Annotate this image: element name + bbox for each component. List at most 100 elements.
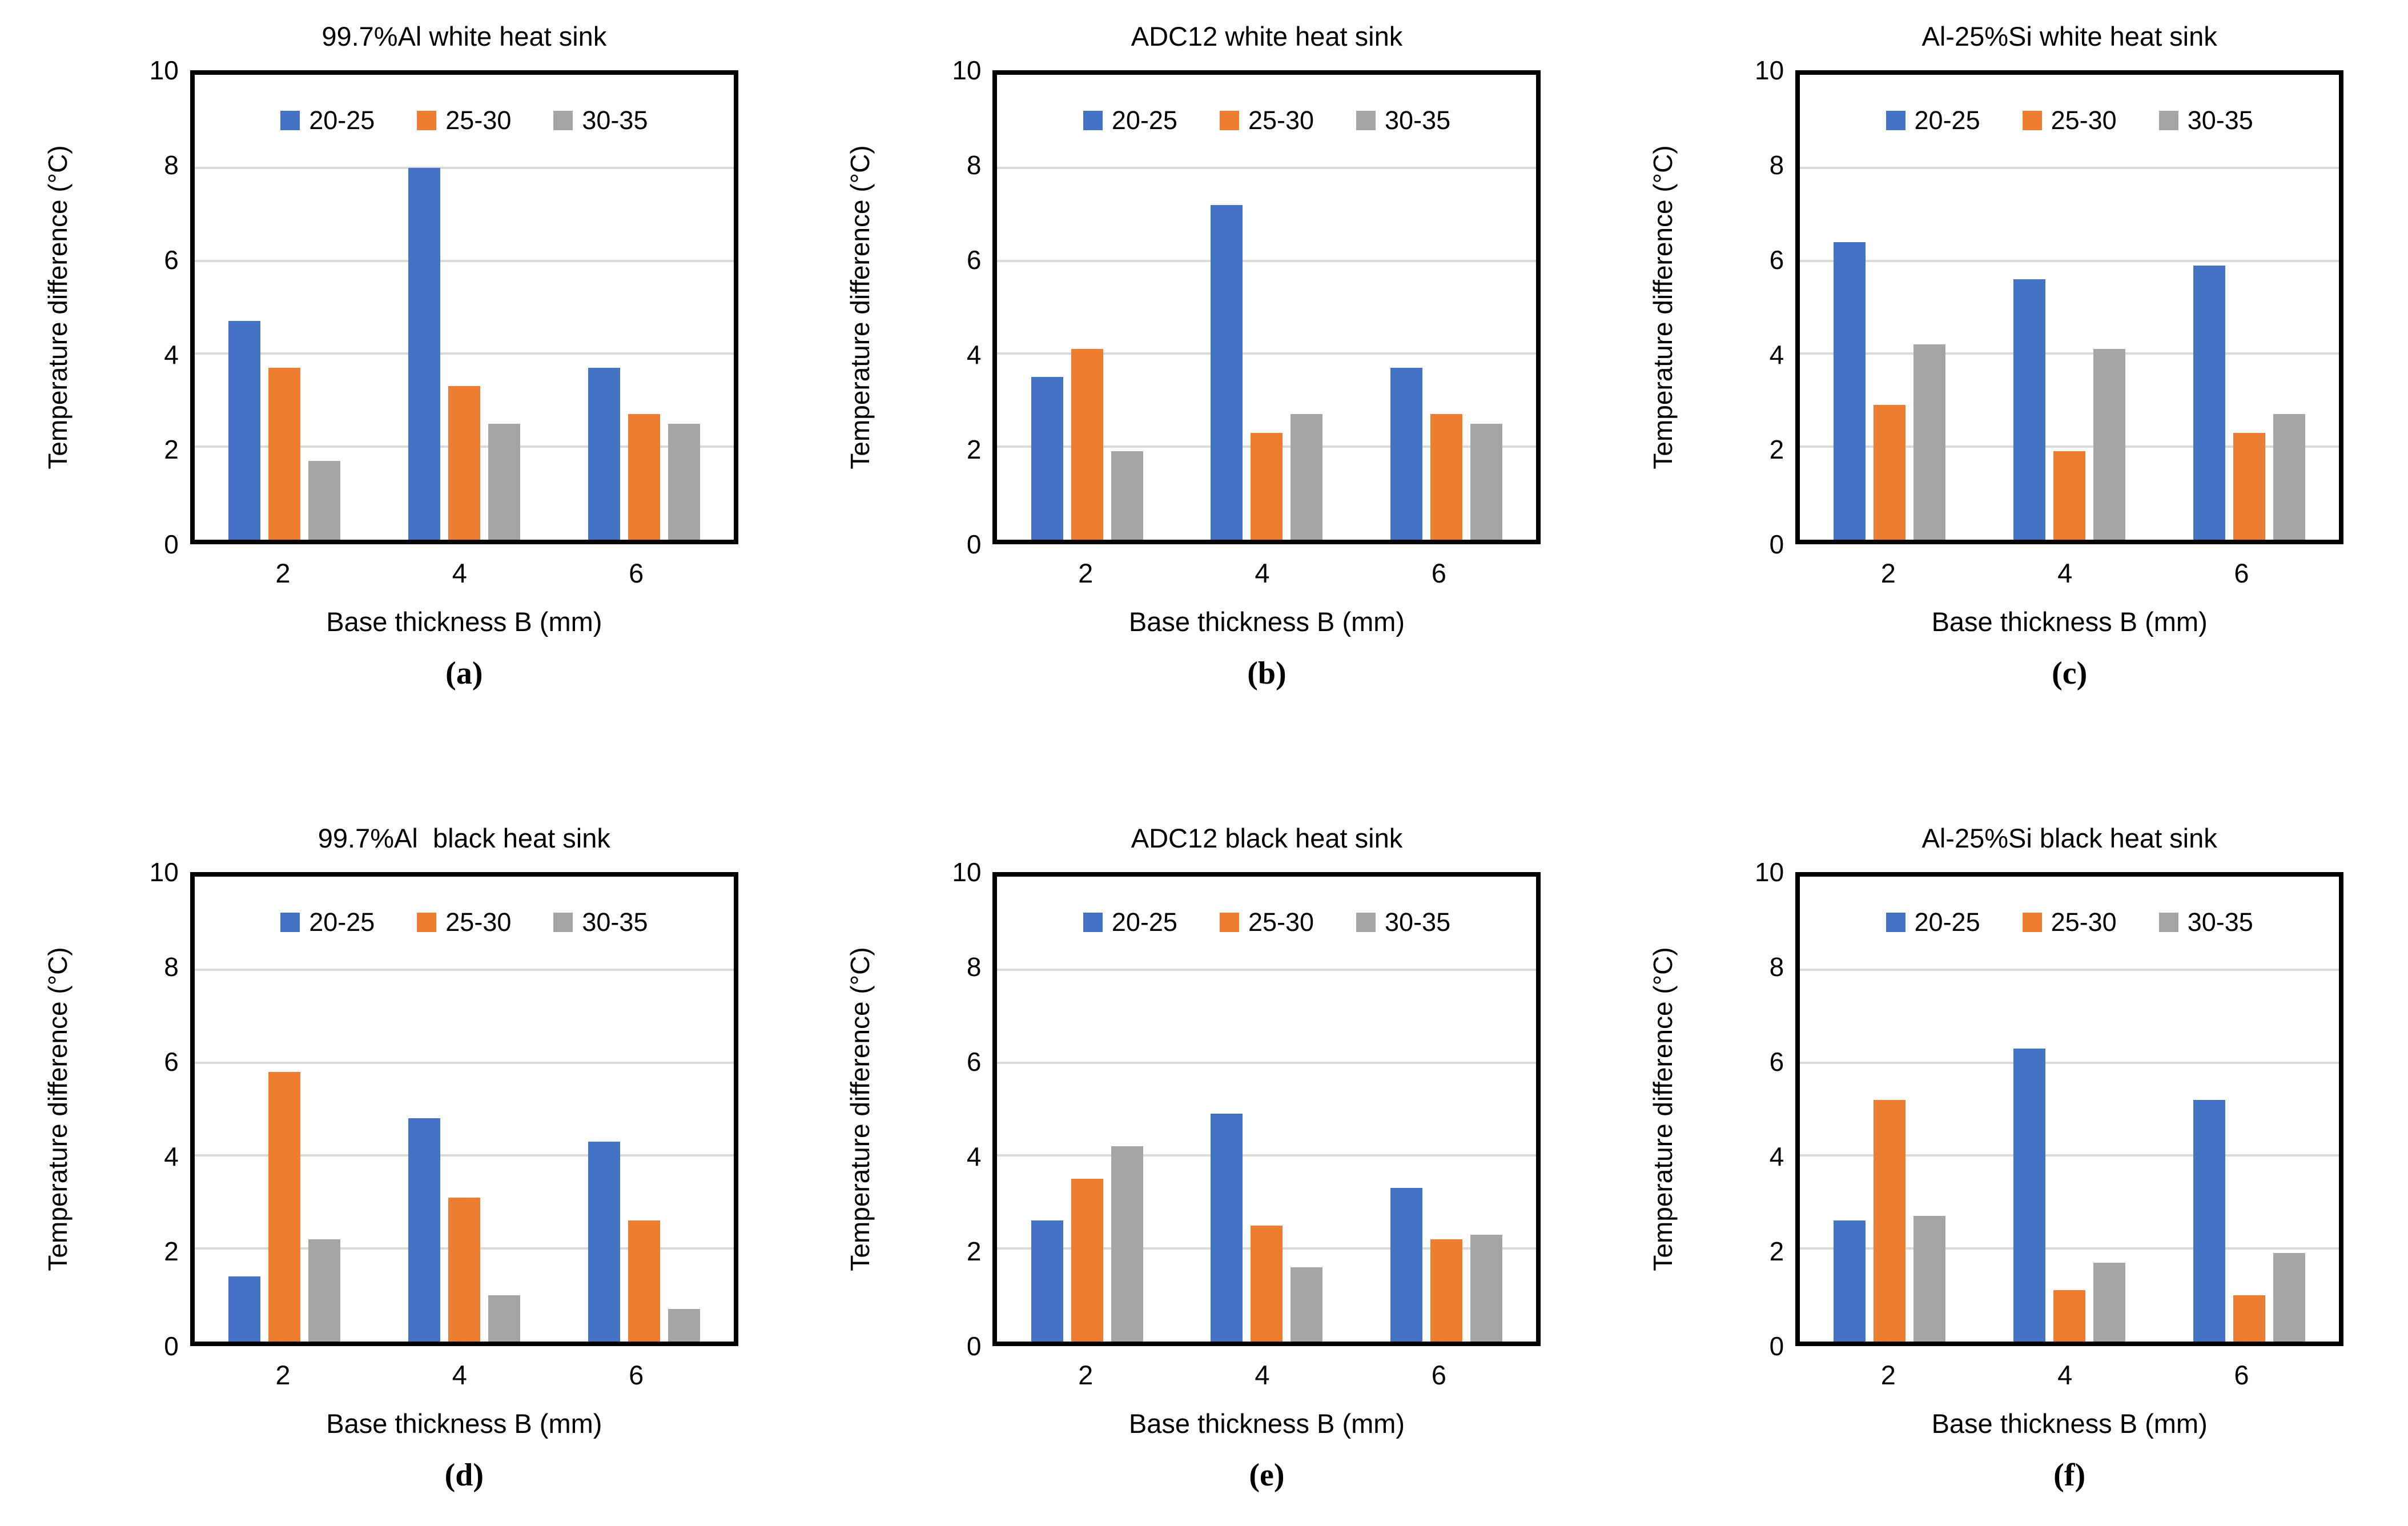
legend-item-25-30: 25-30 <box>2022 106 2117 135</box>
x-tick-label: 2 <box>1880 1360 1896 1390</box>
legend-swatch-25-30 <box>417 913 437 932</box>
gridline <box>1800 445 2339 448</box>
legend: 20-25 25-30 30-35 <box>997 908 1536 937</box>
chart-title: ADC12 white heat sink <box>1131 21 1403 51</box>
x-tick-label: 4 <box>452 558 467 588</box>
bar-30-35-B2 <box>1913 344 1946 540</box>
y-axis-ticks: 0 2 4 6 8 10 <box>895 857 982 1361</box>
gridline <box>194 259 734 262</box>
y-tick-label: 4 <box>966 340 982 370</box>
chart-panel-e: ADC12 black heat sink Temperature differ… <box>803 750 1606 1501</box>
legend-swatch-25-30 <box>2022 111 2042 130</box>
bar-25-30-B2 <box>268 1071 301 1342</box>
bar-group-B4 <box>1177 75 1357 540</box>
y-tick-label: 2 <box>1769 435 1784 464</box>
bar-20-25-B2 <box>1834 242 1866 540</box>
legend-label: 25-30 <box>2051 106 2117 135</box>
y-axis-ticks: 0 2 4 6 8 10 <box>1698 857 1784 1361</box>
y-tick-label: 6 <box>966 1047 982 1077</box>
legend: 20-25 25-30 30-35 <box>1800 908 2339 937</box>
y-tick-label: 10 <box>1754 857 1784 887</box>
gridline <box>1800 1154 2339 1157</box>
bar-20-25-B4 <box>1211 204 1243 540</box>
bar-20-25-B4 <box>1211 1114 1243 1342</box>
y-tick-label: 0 <box>1769 529 1784 559</box>
x-axis-ticks: 2 4 6 <box>997 1359 1527 1391</box>
legend-swatch-25-30 <box>1219 913 1239 932</box>
legend-swatch-20-25 <box>280 111 300 130</box>
gridline <box>997 259 1537 262</box>
y-tick-label: 10 <box>952 857 982 887</box>
y-tick-label: 8 <box>164 150 179 180</box>
x-tick-label: 2 <box>275 558 291 588</box>
y-axis-title: Temperature difference (°C) <box>42 145 73 469</box>
plot-area: 20-25 25-30 30-35 <box>1795 70 2344 544</box>
y-tick-label: 0 <box>164 1331 179 1361</box>
gridline <box>997 1154 1537 1157</box>
bar-30-35-B2 <box>308 460 341 540</box>
legend-label: 25-30 <box>2051 907 2117 937</box>
gridline <box>997 352 1537 355</box>
subfigure-caption: (a) <box>445 656 483 691</box>
y-tick-label: 6 <box>966 245 982 275</box>
bar-20-25-B4 <box>2013 279 2046 540</box>
bar-20-25-B4 <box>408 1118 440 1342</box>
legend-label: 20-25 <box>1111 106 1177 135</box>
gridline <box>194 1154 734 1157</box>
plot-area: 20-25 25-30 30-35 <box>1795 872 2344 1346</box>
legend: 20-25 25-30 30-35 <box>1800 106 2339 135</box>
bar-group-B6 <box>1357 75 1537 540</box>
bar-groups <box>997 75 1536 540</box>
chart-panel-d: 99.7%Al black heat sink Temperature diff… <box>0 750 803 1501</box>
gridline <box>1800 352 2339 355</box>
legend-swatch-25-30 <box>1219 111 1239 130</box>
bar-25-30-B4 <box>448 386 480 540</box>
y-tick-label: 6 <box>1769 1047 1784 1077</box>
gridline <box>194 166 734 169</box>
bar-20-25-B6 <box>1390 1188 1423 1342</box>
bar-group-B6 <box>1357 877 1537 1342</box>
bar-25-30-B2 <box>1874 404 1906 540</box>
chart-e: ADC12 black heat sink Temperature differ… <box>833 818 1575 1526</box>
bar-group-B2 <box>1800 75 1980 540</box>
bar-20-25-B6 <box>2193 265 2225 540</box>
bar-group-B2 <box>997 75 1177 540</box>
gridline <box>194 968 734 971</box>
x-axis-title: Base thickness B (mm) <box>1931 1408 2208 1439</box>
legend-swatch-30-35 <box>1356 913 1376 932</box>
y-tick-label: 4 <box>164 1142 179 1171</box>
bar-25-30-B6 <box>2233 432 2265 540</box>
bar-30-35-B6 <box>1470 423 1503 540</box>
bar-group-B4 <box>375 75 554 540</box>
y-tick-label: 10 <box>149 857 179 887</box>
x-tick-label: 4 <box>1255 1360 1270 1390</box>
bar-30-35-B4 <box>488 423 520 540</box>
chart-f: Al-25%Si black heat sink Temperature dif… <box>1635 818 2378 1526</box>
bar-30-35-B4 <box>1291 414 1323 540</box>
legend-label: 20-25 <box>309 106 375 135</box>
legend-label: 25-30 <box>1248 106 1314 135</box>
y-tick-label: 8 <box>1769 150 1784 180</box>
bar-30-35-B4 <box>2093 1262 2126 1342</box>
bar-30-35-B6 <box>2273 1253 2305 1342</box>
bar-30-35-B2 <box>308 1239 341 1342</box>
x-tick-label: 4 <box>2057 1360 2073 1390</box>
x-axis-title: Base thickness B (mm) <box>326 607 602 637</box>
bar-group-B4 <box>1980 877 2160 1342</box>
bar-25-30-B2 <box>1071 1179 1103 1342</box>
legend-label: 30-35 <box>582 106 648 135</box>
bar-group-B2 <box>195 877 375 1342</box>
y-tick-label: 10 <box>149 55 179 85</box>
gridline <box>997 968 1537 971</box>
legend-swatch-20-25 <box>1886 111 1906 130</box>
bar-20-25-B4 <box>408 167 440 540</box>
legend-item-20-25: 20-25 <box>1886 908 1980 937</box>
y-tick-label: 10 <box>952 55 982 85</box>
bar-group-B2 <box>997 877 1177 1342</box>
bar-30-35-B2 <box>1913 1216 1946 1342</box>
legend-label: 25-30 <box>445 106 512 135</box>
legend-label: 30-35 <box>582 907 648 937</box>
legend-item-30-35: 30-35 <box>553 106 648 135</box>
legend: 20-25 25-30 30-35 <box>997 106 1536 135</box>
bar-30-35-B6 <box>1470 1234 1503 1342</box>
